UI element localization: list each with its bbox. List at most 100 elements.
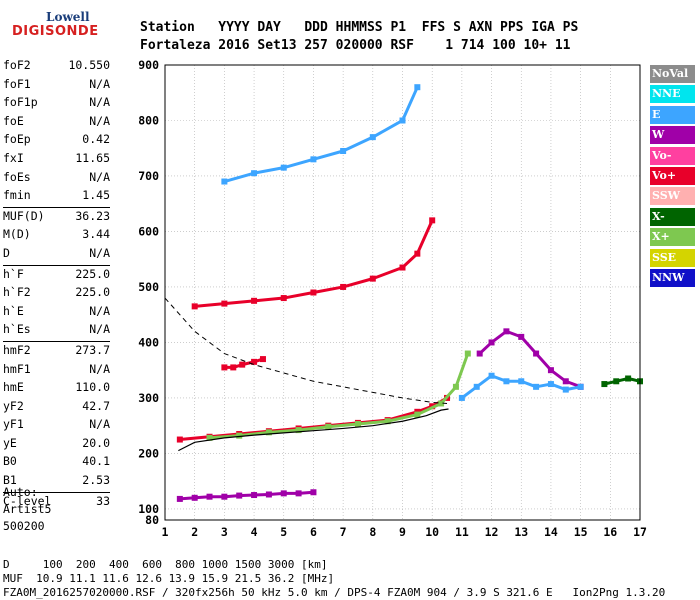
echo-segment — [341, 277, 375, 289]
param-value: 0.42 — [82, 132, 110, 147]
param-value: 33 — [96, 493, 110, 508]
scaled-parameters-panel: foF2 10.550 foF1 N/A foF1p N/A foE N/A foEp 0.42 f… — [3, 58, 110, 512]
x-tick-label: 7 — [340, 525, 347, 539]
x-tick-label: 6 — [310, 525, 317, 539]
echo-segment — [475, 374, 494, 389]
param-name: D — [3, 245, 10, 260]
param-row: foEp 0.42 — [3, 132, 110, 151]
x-tick-label: 2 — [191, 525, 198, 539]
echo-segment — [386, 413, 419, 423]
echo-segment — [193, 302, 226, 308]
x-tick-label: 8 — [369, 525, 376, 539]
echo-segment — [208, 434, 241, 440]
param-row: M(D) 3.44 — [3, 227, 110, 246]
param-name: B0 — [3, 454, 17, 469]
muf-scale: MUF 10.9 11.1 11.6 12.6 13.9 15.9 21.5 3… — [3, 572, 335, 585]
param-row: yF1 N/A — [3, 417, 110, 436]
param-value: 20.0 — [82, 435, 110, 450]
echo-segment — [237, 493, 256, 498]
param-row: fxI 11.65 — [3, 151, 110, 170]
x-tick-label: 16 — [603, 525, 617, 539]
echo-segment — [282, 291, 315, 300]
echo-segment — [602, 379, 618, 386]
echo-segment — [614, 377, 630, 383]
param-value: 42.7 — [82, 398, 110, 413]
param-row: h`F 225.0 — [3, 267, 110, 286]
echo-segment — [252, 357, 265, 364]
param-separator — [3, 264, 110, 266]
y-tick-label: 700 — [138, 169, 159, 183]
param-row: hmF1 N/A — [3, 362, 110, 381]
echo-segment — [534, 352, 553, 372]
param-name: fmin — [3, 188, 31, 203]
param-value: 40.1 — [82, 454, 110, 469]
x-tick-label: 14 — [544, 525, 558, 539]
echo-segment — [401, 85, 419, 122]
param-value: 10.550 — [68, 58, 110, 72]
plot-frame — [164, 64, 641, 521]
y-tick-label: 100 — [138, 502, 159, 516]
param-separator — [3, 340, 110, 342]
true-height-profile — [178, 408, 449, 452]
param-value: N/A — [89, 417, 110, 432]
trace-spread-f-w — [476, 328, 584, 390]
echo-segment — [267, 428, 301, 434]
y-tick-label: 900 — [138, 58, 159, 72]
param-name: hmF1 — [3, 361, 31, 376]
echo-segment — [626, 377, 642, 383]
echo-segment — [439, 385, 458, 405]
param-name: foF1 — [3, 76, 31, 91]
param-value: N/A — [89, 303, 110, 318]
legend-entry-x-: X- — [650, 207, 695, 226]
echo-segment — [311, 285, 345, 294]
echo-segment — [240, 360, 256, 367]
param-separator — [3, 491, 110, 493]
legend-entry-sse: SSE — [650, 248, 695, 267]
param-value: 225.0 — [75, 285, 110, 300]
param-row: hmE 110.0 — [3, 380, 110, 399]
param-name: M(D) — [3, 227, 31, 242]
x-tick-label: 4 — [251, 525, 258, 539]
param-name: h`F2 — [3, 285, 31, 300]
header-values: Fortaleza 2016 Set13 257 020000 RSF 1 71… — [140, 38, 571, 53]
param-value: N/A — [89, 322, 110, 337]
trace-third-hop — [221, 84, 421, 185]
y-tick-label: 600 — [138, 224, 159, 238]
param-value: N/A — [89, 76, 110, 91]
echo-segment — [371, 118, 404, 139]
legend-entry-noval: NoVal — [650, 65, 695, 83]
param-name: hmE — [3, 380, 24, 395]
echo-segment — [490, 374, 508, 383]
param-value: 225.0 — [75, 266, 110, 281]
param-value: N/A — [89, 361, 110, 376]
param-name: h`Es — [3, 322, 31, 337]
param-name: foE — [3, 113, 24, 128]
echo-segment — [356, 419, 390, 426]
param-row: yE 20.0 — [3, 436, 110, 455]
echo-segment — [519, 335, 538, 356]
param-name: yF2 — [3, 398, 24, 413]
param-row: foF1 N/A — [3, 77, 110, 96]
legend-entry-vo-: Vo+ — [650, 166, 695, 185]
param-row: foF2 10.550 — [3, 58, 110, 77]
param-value: 11.65 — [75, 150, 110, 165]
param-name: yE — [3, 435, 17, 450]
param-name: h`E — [3, 303, 24, 318]
x-tick-label: 9 — [399, 525, 406, 539]
param-row: yF2 42.7 — [3, 399, 110, 418]
echo-segment — [519, 379, 538, 389]
echo-segment — [297, 425, 330, 432]
trace-f2-x-mode-echo — [206, 350, 471, 441]
echo-segment — [311, 149, 345, 161]
echo-segment — [326, 422, 360, 429]
echo-segment — [504, 329, 523, 339]
legend-entry-nne: NNE — [650, 85, 695, 104]
echo-segment — [178, 496, 197, 501]
param-name: h`F — [3, 266, 24, 281]
param-name: MUF(D) — [3, 208, 45, 223]
param-value: 273.7 — [75, 342, 110, 357]
echo-segment — [549, 368, 568, 383]
logo-line2: DIGISONDE — [12, 24, 99, 39]
echo-segment — [222, 494, 241, 499]
param-row: foEs N/A — [3, 170, 110, 189]
